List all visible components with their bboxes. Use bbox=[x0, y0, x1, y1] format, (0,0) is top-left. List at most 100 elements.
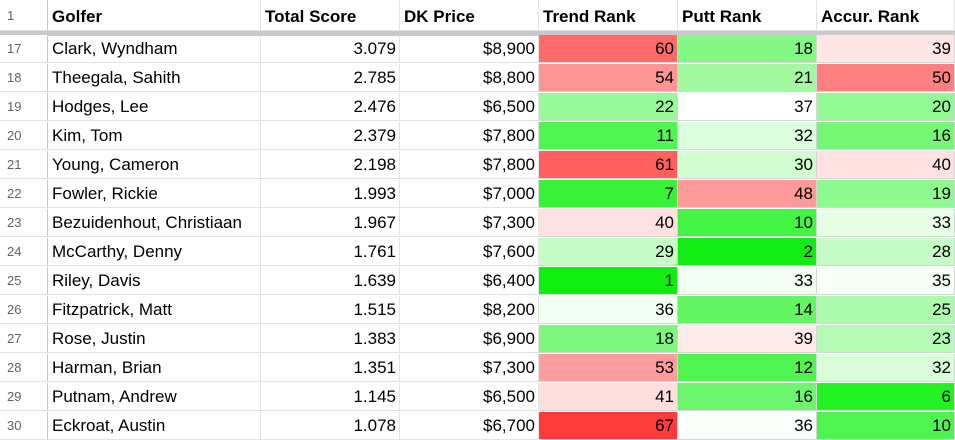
trend-rank-cell[interactable]: 61 bbox=[539, 151, 678, 179]
total-score-cell[interactable]: 2.476 bbox=[261, 93, 400, 121]
accur-rank-cell[interactable]: 16 bbox=[817, 122, 955, 150]
trend-rank-cell[interactable]: 67 bbox=[539, 412, 678, 440]
golfer-cell[interactable]: Hodges, Lee bbox=[48, 93, 261, 121]
row-number[interactable]: 17 bbox=[0, 35, 48, 63]
trend-rank-cell[interactable]: 60 bbox=[539, 35, 678, 63]
row-number[interactable]: 1 bbox=[0, 0, 48, 31]
golfer-cell[interactable]: Harman, Brian bbox=[48, 354, 261, 382]
total-score-cell[interactable]: 1.383 bbox=[261, 325, 400, 353]
row-number[interactable]: 22 bbox=[0, 180, 48, 208]
row-number[interactable]: 28 bbox=[0, 354, 48, 382]
putt-rank-cell[interactable]: 30 bbox=[678, 151, 817, 179]
dk-price-cell[interactable]: $6,700 bbox=[400, 412, 539, 440]
total-score-cell[interactable]: 2.198 bbox=[261, 151, 400, 179]
putt-rank-cell[interactable]: 2 bbox=[678, 238, 817, 266]
dk-price-cell[interactable]: $6,500 bbox=[400, 93, 539, 121]
total-score-cell[interactable]: 2.785 bbox=[261, 64, 400, 92]
trend-rank-cell[interactable]: 36 bbox=[539, 296, 678, 324]
dk-price-cell[interactable]: $7,000 bbox=[400, 180, 539, 208]
column-header-trend-rank[interactable]: Trend Rank bbox=[539, 0, 678, 31]
total-score-cell[interactable]: 1.967 bbox=[261, 209, 400, 237]
total-score-cell[interactable]: 1.515 bbox=[261, 296, 400, 324]
putt-rank-cell[interactable]: 14 bbox=[678, 296, 817, 324]
putt-rank-cell[interactable]: 33 bbox=[678, 267, 817, 295]
accur-rank-cell[interactable]: 25 bbox=[817, 296, 955, 324]
putt-rank-cell[interactable]: 48 bbox=[678, 180, 817, 208]
putt-rank-cell[interactable]: 16 bbox=[678, 383, 817, 411]
accur-rank-cell[interactable]: 10 bbox=[817, 412, 955, 440]
total-score-cell[interactable]: 1.078 bbox=[261, 412, 400, 440]
column-header-dk-price[interactable]: DK Price bbox=[400, 0, 539, 31]
total-score-cell[interactable]: 3.079 bbox=[261, 35, 400, 63]
putt-rank-cell[interactable]: 36 bbox=[678, 412, 817, 440]
golfer-cell[interactable]: Clark, Wyndham bbox=[48, 35, 261, 63]
dk-price-cell[interactable]: $7,300 bbox=[400, 209, 539, 237]
golfer-cell[interactable]: Riley, Davis bbox=[48, 267, 261, 295]
golfer-cell[interactable]: Fitzpatrick, Matt bbox=[48, 296, 261, 324]
trend-rank-cell[interactable]: 54 bbox=[539, 64, 678, 92]
trend-rank-cell[interactable]: 11 bbox=[539, 122, 678, 150]
total-score-cell[interactable]: 2.379 bbox=[261, 122, 400, 150]
dk-price-cell[interactable]: $7,800 bbox=[400, 151, 539, 179]
dk-price-cell[interactable]: $8,900 bbox=[400, 35, 539, 63]
trend-rank-cell[interactable]: 41 bbox=[539, 383, 678, 411]
accur-rank-cell[interactable]: 28 bbox=[817, 238, 955, 266]
total-score-cell[interactable]: 1.639 bbox=[261, 267, 400, 295]
total-score-cell[interactable]: 1.145 bbox=[261, 383, 400, 411]
golfer-cell[interactable]: Putnam, Andrew bbox=[48, 383, 261, 411]
putt-rank-cell[interactable]: 12 bbox=[678, 354, 817, 382]
row-number[interactable]: 25 bbox=[0, 267, 48, 295]
row-number[interactable]: 27 bbox=[0, 325, 48, 353]
row-number[interactable]: 21 bbox=[0, 151, 48, 179]
golfer-cell[interactable]: Bezuidenhout, Christiaan bbox=[48, 209, 261, 237]
dk-price-cell[interactable]: $6,400 bbox=[400, 267, 539, 295]
dk-price-cell[interactable]: $6,500 bbox=[400, 383, 539, 411]
golfer-cell[interactable]: Kim, Tom bbox=[48, 122, 261, 150]
row-number[interactable]: 24 bbox=[0, 238, 48, 266]
golfer-cell[interactable]: Young, Cameron bbox=[48, 151, 261, 179]
accur-rank-cell[interactable]: 33 bbox=[817, 209, 955, 237]
column-header-putt-rank[interactable]: Putt Rank bbox=[678, 0, 817, 31]
dk-price-cell[interactable]: $7,600 bbox=[400, 238, 539, 266]
dk-price-cell[interactable]: $6,900 bbox=[400, 325, 539, 353]
golfer-cell[interactable]: Eckroat, Austin bbox=[48, 412, 261, 440]
putt-rank-cell[interactable]: 10 bbox=[678, 209, 817, 237]
putt-rank-cell[interactable]: 21 bbox=[678, 64, 817, 92]
accur-rank-cell[interactable]: 40 bbox=[817, 151, 955, 179]
accur-rank-cell[interactable]: 6 bbox=[817, 383, 955, 411]
trend-rank-cell[interactable]: 53 bbox=[539, 354, 678, 382]
golfer-cell[interactable]: Theegala, Sahith bbox=[48, 64, 261, 92]
accur-rank-cell[interactable]: 20 bbox=[817, 93, 955, 121]
putt-rank-cell[interactable]: 32 bbox=[678, 122, 817, 150]
row-number[interactable]: 26 bbox=[0, 296, 48, 324]
accur-rank-cell[interactable]: 39 bbox=[817, 35, 955, 63]
dk-price-cell[interactable]: $8,800 bbox=[400, 64, 539, 92]
row-number[interactable]: 18 bbox=[0, 64, 48, 92]
accur-rank-cell[interactable]: 35 bbox=[817, 267, 955, 295]
dk-price-cell[interactable]: $8,200 bbox=[400, 296, 539, 324]
trend-rank-cell[interactable]: 29 bbox=[539, 238, 678, 266]
dk-price-cell[interactable]: $7,300 bbox=[400, 354, 539, 382]
trend-rank-cell[interactable]: 1 bbox=[539, 267, 678, 295]
frozen-row-divider[interactable] bbox=[0, 31, 955, 36]
golfer-cell[interactable]: Fowler, Rickie bbox=[48, 180, 261, 208]
row-number[interactable]: 19 bbox=[0, 93, 48, 121]
total-score-cell[interactable]: 1.993 bbox=[261, 180, 400, 208]
golfer-cell[interactable]: Rose, Justin bbox=[48, 325, 261, 353]
column-header-total-score[interactable]: Total Score bbox=[261, 0, 400, 31]
trend-rank-cell[interactable]: 7 bbox=[539, 180, 678, 208]
accur-rank-cell[interactable]: 19 bbox=[817, 180, 955, 208]
row-number[interactable]: 20 bbox=[0, 122, 48, 150]
dk-price-cell[interactable]: $7,800 bbox=[400, 122, 539, 150]
row-number[interactable]: 23 bbox=[0, 209, 48, 237]
row-number[interactable]: 30 bbox=[0, 412, 48, 440]
golfer-cell[interactable]: McCarthy, Denny bbox=[48, 238, 261, 266]
accur-rank-cell[interactable]: 32 bbox=[817, 354, 955, 382]
trend-rank-cell[interactable]: 18 bbox=[539, 325, 678, 353]
trend-rank-cell[interactable]: 40 bbox=[539, 209, 678, 237]
total-score-cell[interactable]: 1.761 bbox=[261, 238, 400, 266]
column-header-golfer[interactable]: Golfer bbox=[48, 0, 261, 31]
accur-rank-cell[interactable]: 23 bbox=[817, 325, 955, 353]
putt-rank-cell[interactable]: 39 bbox=[678, 325, 817, 353]
trend-rank-cell[interactable]: 22 bbox=[539, 93, 678, 121]
